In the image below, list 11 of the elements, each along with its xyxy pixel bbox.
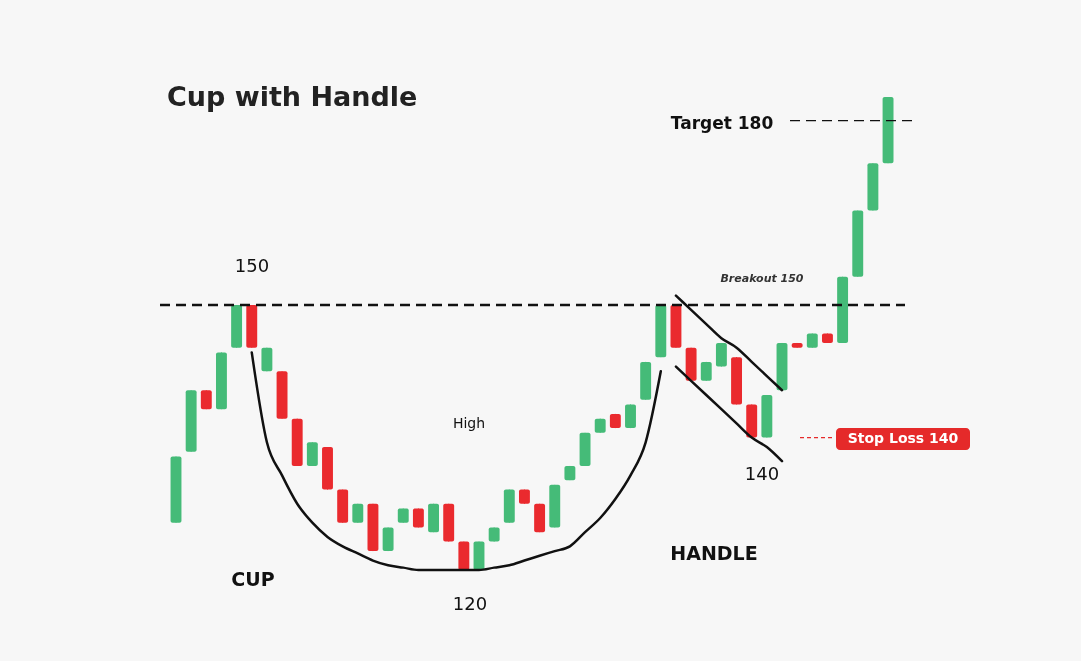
ref-line-label: Breakout 150 [720,272,804,285]
annotation: HANDLE [670,542,758,564]
annotation: CUP [231,568,275,590]
annotation: 140 [744,463,780,484]
annotation: High [452,415,486,431]
text: 120 [452,593,488,614]
ref-line-label: Stop Loss 140 [847,430,959,446]
ref-line-label: Target 180 [670,113,774,133]
candlestick [306,441,318,467]
chart-title: Cup with Handle [167,81,418,112]
annotation: 150 [234,255,270,276]
